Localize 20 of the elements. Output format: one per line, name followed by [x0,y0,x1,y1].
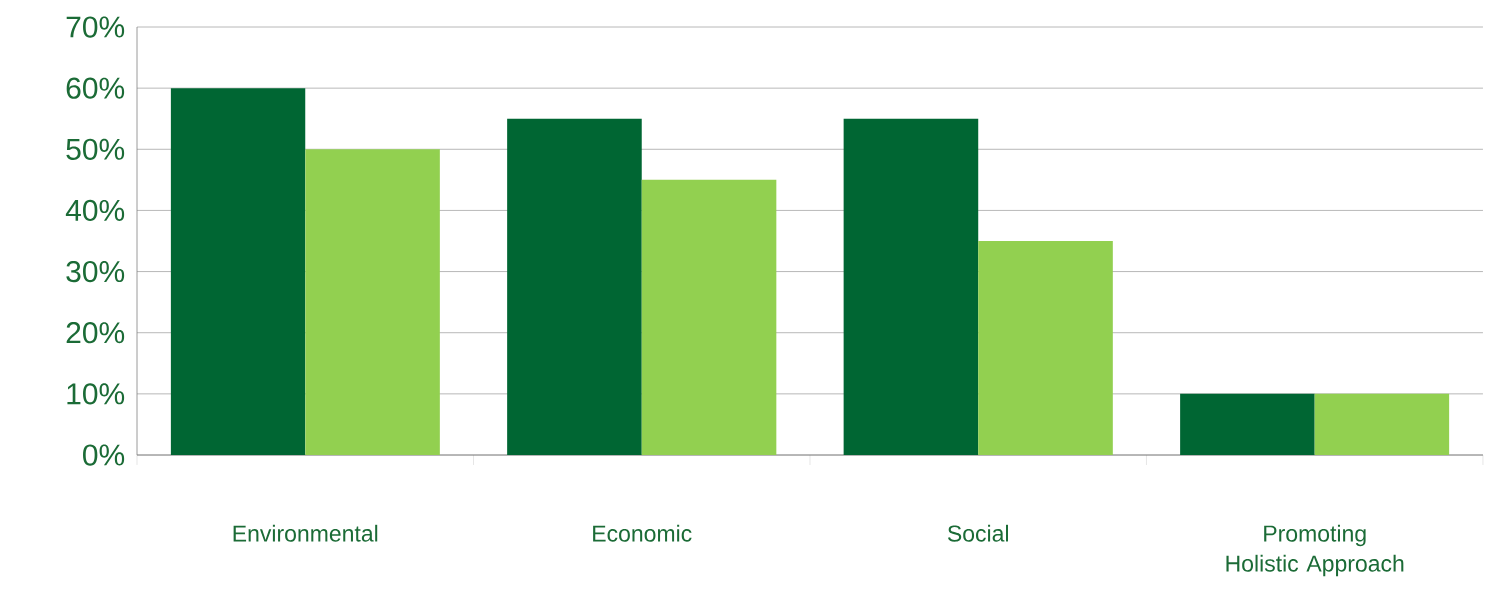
bar [843,118,979,455]
bar [1180,393,1315,455]
y-tick-label: 30% [66,260,125,283]
y-tick-label: 20% [66,322,125,344]
bar [507,118,642,455]
y-tick-label: 60% [66,77,125,99]
y-tick-label: 0% [83,444,125,466]
y-tick-label: 40% [65,199,125,222]
y-tick-label: 50% [66,138,125,160]
bar [641,179,777,455]
bar [978,241,1113,455]
bar [1314,393,1450,455]
x-tick-label: Economic [593,524,692,542]
bar [170,88,306,455]
x-tick-label: Environmental [233,524,378,542]
y-tick-label: 70% [66,16,125,38]
x-tick-label: Promoting Holistic Approach [1226,524,1404,577]
y-tick-label: 10% [67,383,125,405]
x-tick-label: Social [947,524,1008,542]
bar [305,149,440,455]
